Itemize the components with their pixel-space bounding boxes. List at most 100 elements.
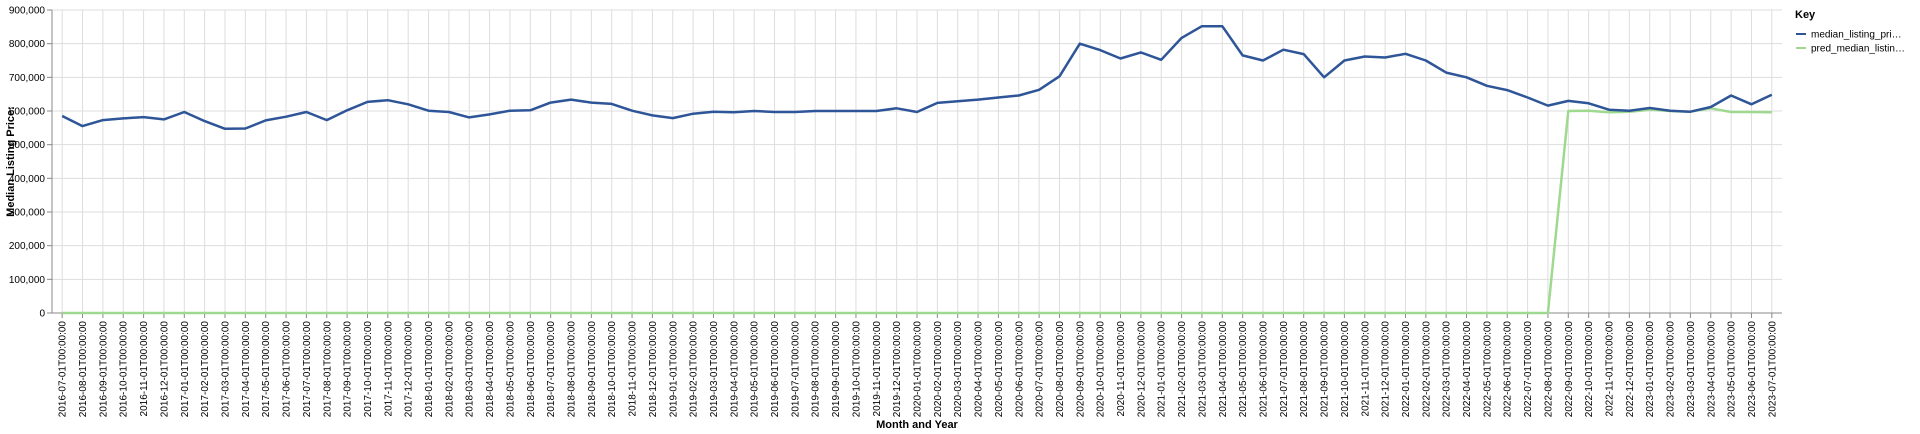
x-tick-label: 2021-03-01T00:00:00 [1197, 321, 1208, 418]
series-lines [61, 24, 1773, 315]
x-tick-label: 2016-07-01T00:00:00 [58, 321, 69, 418]
x-tick-label: 2020-06-01T00:00:00 [1014, 321, 1025, 418]
x-tick-label: 2017-12-01T00:00:00 [404, 321, 415, 418]
x-tick-label: 2018-07-01T00:00:00 [546, 321, 557, 418]
x-tick-label: 2017-09-01T00:00:00 [343, 321, 354, 418]
x-tick-label: 2022-03-01T00:00:00 [1442, 321, 1453, 418]
x-tick-label: 2022-12-01T00:00:00 [1625, 321, 1636, 418]
y-tick-label: 0 [39, 309, 45, 320]
x-tick-label: 2023-03-01T00:00:00 [1686, 321, 1697, 418]
x-tick-label: 2020-05-01T00:00:00 [994, 321, 1005, 418]
x-tick-label: 2022-06-01T00:00:00 [1503, 321, 1514, 418]
x-tick-label: 2023-07-01T00:00:00 [1767, 321, 1778, 418]
x-tick-label: 2018-06-01T00:00:00 [526, 321, 537, 418]
x-tick-label: 2020-04-01T00:00:00 [974, 321, 985, 418]
x-tick-label: 2018-11-01T00:00:00 [628, 321, 639, 417]
x-tick-label: 2018-09-01T00:00:00 [587, 321, 598, 418]
x-tick-label: 2017-02-01T00:00:00 [200, 321, 211, 418]
x-tick-label: 2017-06-01T00:00:00 [282, 321, 293, 418]
x-tick-label: 2018-05-01T00:00:00 [505, 321, 516, 418]
x-tick-label: 2022-07-01T00:00:00 [1523, 321, 1534, 418]
x-tick-label: 2017-04-01T00:00:00 [241, 321, 252, 418]
x-tick-label: 2019-05-01T00:00:00 [750, 321, 761, 418]
y-tick-label: 900,000 [9, 6, 46, 17]
x-tick-label: 2021-12-01T00:00:00 [1381, 321, 1392, 418]
y-tick-label: 300,000 [9, 208, 46, 219]
x-tick-label: 2016-12-01T00:00:00 [159, 321, 170, 418]
x-tick-label: 2019-06-01T00:00:00 [770, 321, 781, 418]
x-tick-label: 2020-01-01T00:00:00 [913, 321, 924, 418]
x-tick-label: 2021-05-01T00:00:00 [1238, 321, 1249, 418]
x-tick-label: 2016-09-01T00:00:00 [98, 321, 109, 418]
x-tick-label: 2018-03-01T00:00:00 [465, 321, 476, 418]
x-tick-label: 2021-10-01T00:00:00 [1340, 321, 1351, 418]
y-axis-title: Median Listing Price: [5, 106, 17, 217]
x-tick-label: 2021-02-01T00:00:00 [1177, 321, 1188, 418]
x-tick-label: 2019-02-01T00:00:00 [689, 321, 700, 418]
x-tick-label: 2017-01-01T00:00:00 [180, 321, 191, 418]
x-tick-label: 2016-10-01T00:00:00 [119, 321, 130, 418]
x-tick-label: 2021-09-01T00:00:00 [1320, 321, 1331, 418]
x-tick-label: 2020-08-01T00:00:00 [1055, 321, 1066, 418]
x-tick-label: 2020-09-01T00:00:00 [1075, 321, 1086, 418]
x-tick-label: 2022-01-01T00:00:00 [1401, 321, 1412, 418]
x-tick-label: 2018-02-01T00:00:00 [444, 321, 455, 418]
y-axis-ticks: 0 100,000 200,000 300,000 400,000 500,000 600,… [9, 6, 52, 320]
x-tick-label: 2021-01-01T00:00:00 [1157, 321, 1168, 418]
x-tick-label: 2019-07-01T00:00:00 [790, 321, 801, 418]
series-line-1 [61, 24, 1773, 131]
x-tick-label: 2020-07-01T00:00:00 [1035, 321, 1046, 418]
x-tick-label: 2022-10-01T00:00:00 [1584, 321, 1595, 418]
x-tick-label: 2018-04-01T00:00:00 [485, 321, 496, 418]
x-tick-label: 2019-08-01T00:00:00 [811, 321, 822, 418]
x-tick-label: 2019-12-01T00:00:00 [892, 321, 903, 418]
legend-title: Key [1795, 9, 1816, 21]
y-tick-label: 700,000 [9, 73, 46, 84]
x-tick-label: 2022-02-01T00:00:00 [1421, 321, 1432, 418]
legend-label: median_listing_pri… [1811, 30, 1902, 41]
x-tick-label: 2017-03-01T00:00:00 [221, 321, 232, 418]
legend: Key median_listing_pri… pred_median_listi… [1795, 9, 1905, 55]
x-tick-label: 2020-12-01T00:00:00 [1136, 321, 1147, 418]
x-tick-label: 2019-10-01T00:00:00 [851, 321, 862, 418]
x-tick-label: 2022-08-01T00:00:00 [1543, 321, 1554, 418]
x-tick-label: 2019-03-01T00:00:00 [709, 321, 720, 418]
x-tick-label: 2020-03-01T00:00:00 [953, 321, 964, 418]
x-tick-label: 2019-01-01T00:00:00 [668, 321, 679, 418]
y-tick-label: 200,000 [9, 241, 46, 252]
y-tick-label: 100,000 [9, 275, 46, 286]
y-tick-label: 500,000 [9, 140, 46, 151]
x-tick-label: 2017-11-01T00:00:00 [383, 321, 394, 417]
x-tick-label: 2022-04-01T00:00:00 [1462, 321, 1473, 418]
x-tick-label: 2018-12-01T00:00:00 [648, 321, 659, 418]
x-tick-label: 2018-01-01T00:00:00 [424, 321, 435, 418]
x-tick-label: 2020-10-01T00:00:00 [1096, 321, 1107, 418]
legend-label: pred_median_listin… [1811, 44, 1905, 55]
x-tick-label: 2023-05-01T00:00:00 [1727, 321, 1738, 418]
x-tick-label: 2016-11-01T00:00:00 [139, 321, 150, 417]
x-tick-label: 2016-08-01T00:00:00 [78, 321, 89, 418]
x-tick-label: 2022-11-01T00:00:00 [1605, 321, 1616, 417]
x-axis-ticks: 2016-07-01T00:00:00 2016-08-01T00:00:00 20… [58, 313, 1778, 418]
y-tick-label: 400,000 [9, 174, 46, 185]
x-tick-label: 2019-04-01T00:00:00 [729, 321, 740, 418]
y-tick-label: 600,000 [9, 107, 46, 118]
x-tick-label: 2023-04-01T00:00:00 [1706, 321, 1717, 418]
y-tick-label: 800,000 [9, 39, 46, 50]
x-tick-label: 2021-07-01T00:00:00 [1279, 321, 1290, 418]
x-axis-title: Month and Year [876, 419, 958, 431]
gridlines [52, 9, 1782, 314]
x-tick-label: 2017-08-01T00:00:00 [322, 321, 333, 418]
x-tick-label: 2021-08-01T00:00:00 [1299, 321, 1310, 418]
x-tick-label: 2019-09-01T00:00:00 [831, 321, 842, 418]
x-tick-label: 2020-11-01T00:00:00 [1116, 321, 1127, 417]
x-tick-label: 2020-02-01T00:00:00 [933, 321, 944, 418]
x-tick-label: 2022-09-01T00:00:00 [1564, 321, 1575, 418]
x-tick-label: 2021-04-01T00:00:00 [1218, 321, 1229, 418]
x-tick-label: 2017-10-01T00:00:00 [363, 321, 374, 418]
x-tick-label: 2017-05-01T00:00:00 [261, 321, 272, 418]
x-tick-label: 2019-11-01T00:00:00 [872, 321, 883, 417]
series-line-2 [62, 107, 1772, 315]
x-tick-label: 2021-06-01T00:00:00 [1259, 321, 1270, 418]
